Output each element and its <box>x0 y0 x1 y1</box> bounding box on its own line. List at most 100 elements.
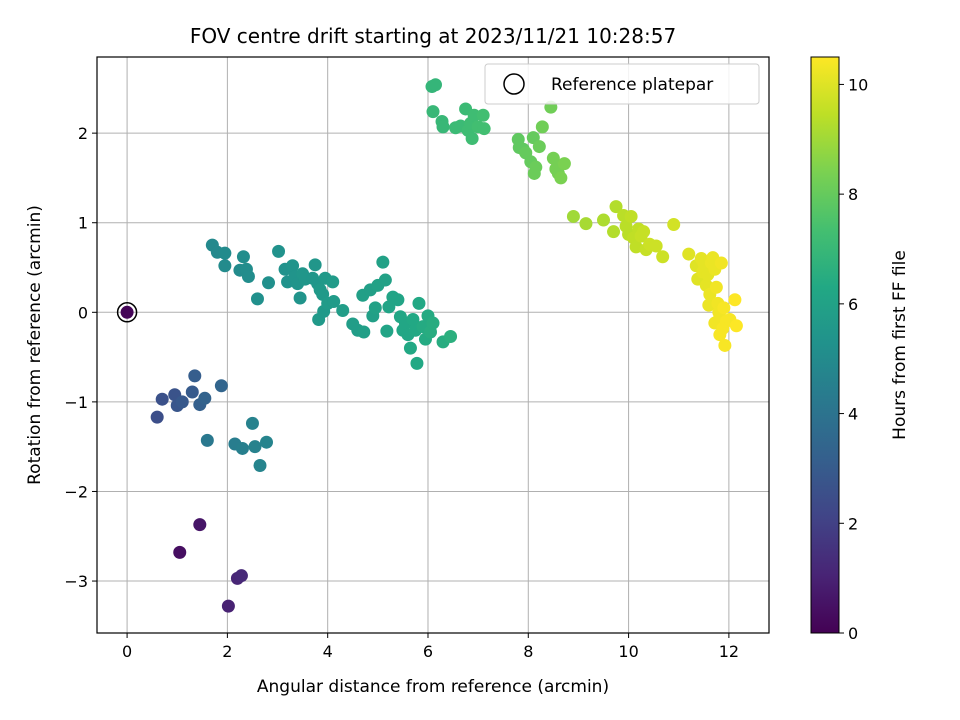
y-tick-label: 1 <box>78 214 88 233</box>
data-point <box>378 273 392 287</box>
data-point <box>436 120 450 134</box>
data-point <box>566 209 580 223</box>
data-point <box>667 218 681 232</box>
data-point <box>185 385 199 399</box>
data-point <box>476 108 490 122</box>
colorbar-ticks: 0 2 4 6 8 10 <box>839 75 868 643</box>
colorbar-gradient <box>810 56 840 634</box>
data-point <box>308 258 322 272</box>
data-point <box>649 239 663 253</box>
data-point <box>218 259 232 273</box>
data-point <box>629 240 643 254</box>
data-point <box>376 255 390 269</box>
data-point <box>245 416 259 430</box>
y-tick-label: 2 <box>78 124 88 143</box>
data-point <box>709 280 723 294</box>
data-point <box>579 217 593 231</box>
data-point <box>426 316 440 330</box>
data-point <box>286 259 300 273</box>
legend-label-reference-platepar: Reference platepar <box>551 75 713 95</box>
data-point <box>236 250 250 264</box>
x-tick-label: 4 <box>323 642 333 661</box>
data-point <box>597 213 611 227</box>
data-point <box>717 301 731 315</box>
data-point <box>410 356 424 370</box>
data-point <box>426 105 440 119</box>
data-point <box>198 391 212 405</box>
colorbar-tick-label: 6 <box>848 295 858 314</box>
legend: Reference platepar <box>484 63 760 105</box>
data-point <box>368 301 382 315</box>
y-tick-label: −3 <box>64 572 88 591</box>
data-point <box>728 293 742 307</box>
data-point <box>200 433 214 447</box>
data-point <box>336 304 350 318</box>
data-point <box>262 276 276 290</box>
legend-marker-icon <box>503 73 525 95</box>
colorbar-tick-label: 4 <box>848 405 858 424</box>
data-point <box>391 293 405 307</box>
data-point <box>173 545 187 559</box>
x-axis-ticks: 0 2 4 6 8 10 12 <box>122 633 739 661</box>
data-point <box>293 291 307 305</box>
data-points <box>120 78 743 613</box>
y-axis-ticks: −3 −2 −1 0 1 2 <box>64 124 97 591</box>
x-tick-label: 2 <box>222 642 232 661</box>
data-point <box>235 441 249 455</box>
data-point <box>557 157 571 171</box>
data-point <box>465 132 479 146</box>
y-tick-label: 0 <box>78 303 88 322</box>
colorbar-tick-label: 0 <box>848 624 858 643</box>
data-point <box>188 369 202 383</box>
data-point <box>609 200 623 214</box>
x-tick-label: 0 <box>122 642 132 661</box>
colorbar-tick-label: 2 <box>848 514 858 533</box>
data-point <box>713 328 727 342</box>
data-point <box>155 392 169 406</box>
data-point <box>718 338 732 352</box>
reference-marker <box>116 302 138 323</box>
data-point <box>380 324 394 338</box>
data-point <box>403 341 417 355</box>
data-point <box>429 78 443 92</box>
data-point <box>546 151 560 165</box>
data-point <box>406 312 420 326</box>
data-point <box>535 120 549 134</box>
chart-title: FOV centre drift starting at 2023/11/21 … <box>190 24 676 48</box>
colorbar: 0 2 4 6 8 10 Hours from first FF file <box>810 56 910 643</box>
data-point <box>214 379 228 393</box>
data-point <box>253 458 267 472</box>
data-point <box>150 410 164 424</box>
data-point <box>624 209 638 223</box>
data-point <box>412 296 426 310</box>
y-tick-label: −1 <box>64 393 88 412</box>
x-tick-label: 12 <box>719 642 739 661</box>
data-point <box>682 247 696 261</box>
legend-box <box>484 63 760 105</box>
data-point <box>444 329 458 343</box>
colorbar-label: Hours from first FF file <box>890 250 910 440</box>
data-point <box>327 295 341 309</box>
data-point <box>175 395 189 409</box>
x-tick-label: 8 <box>523 642 533 661</box>
colorbar-tick-label: 10 <box>848 75 868 94</box>
data-point <box>477 122 491 136</box>
data-point <box>218 246 232 260</box>
reference-platepar-marker <box>116 302 138 323</box>
data-point <box>221 599 235 613</box>
data-point <box>637 225 651 239</box>
data-point <box>234 569 248 583</box>
data-point <box>532 140 546 154</box>
y-axis-label: Rotation from reference (arcmin) <box>25 205 45 485</box>
data-point <box>656 250 670 264</box>
data-point <box>193 518 207 532</box>
data-point <box>241 269 255 283</box>
data-point <box>554 171 568 185</box>
data-point <box>250 292 264 306</box>
colorbar-tick-label: 8 <box>848 185 858 204</box>
data-point <box>467 108 481 122</box>
x-tick-label: 6 <box>423 642 433 661</box>
data-point <box>326 275 340 289</box>
plot-frame <box>96 56 770 634</box>
